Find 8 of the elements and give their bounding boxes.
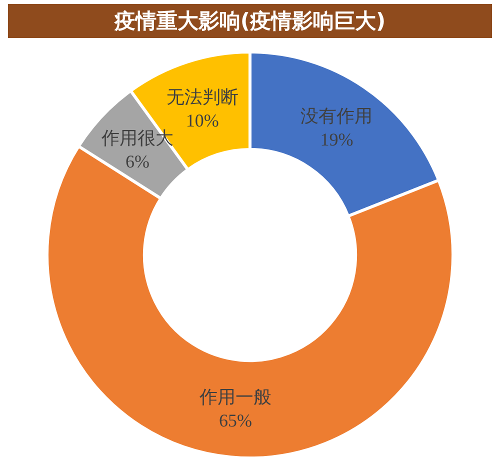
data-label: 19% — [320, 129, 354, 150]
chart-title: 疫情重大影响(疫情影响巨大) — [113, 9, 386, 33]
slice-label: 无法判断 — [166, 86, 238, 107]
data-label: 10% — [186, 110, 219, 130]
data-label: 6% — [126, 151, 150, 172]
data-label: 65% — [218, 410, 252, 431]
slice-label: 没有作用 — [300, 106, 373, 126]
slice-label: 作用一般 — [198, 387, 272, 408]
